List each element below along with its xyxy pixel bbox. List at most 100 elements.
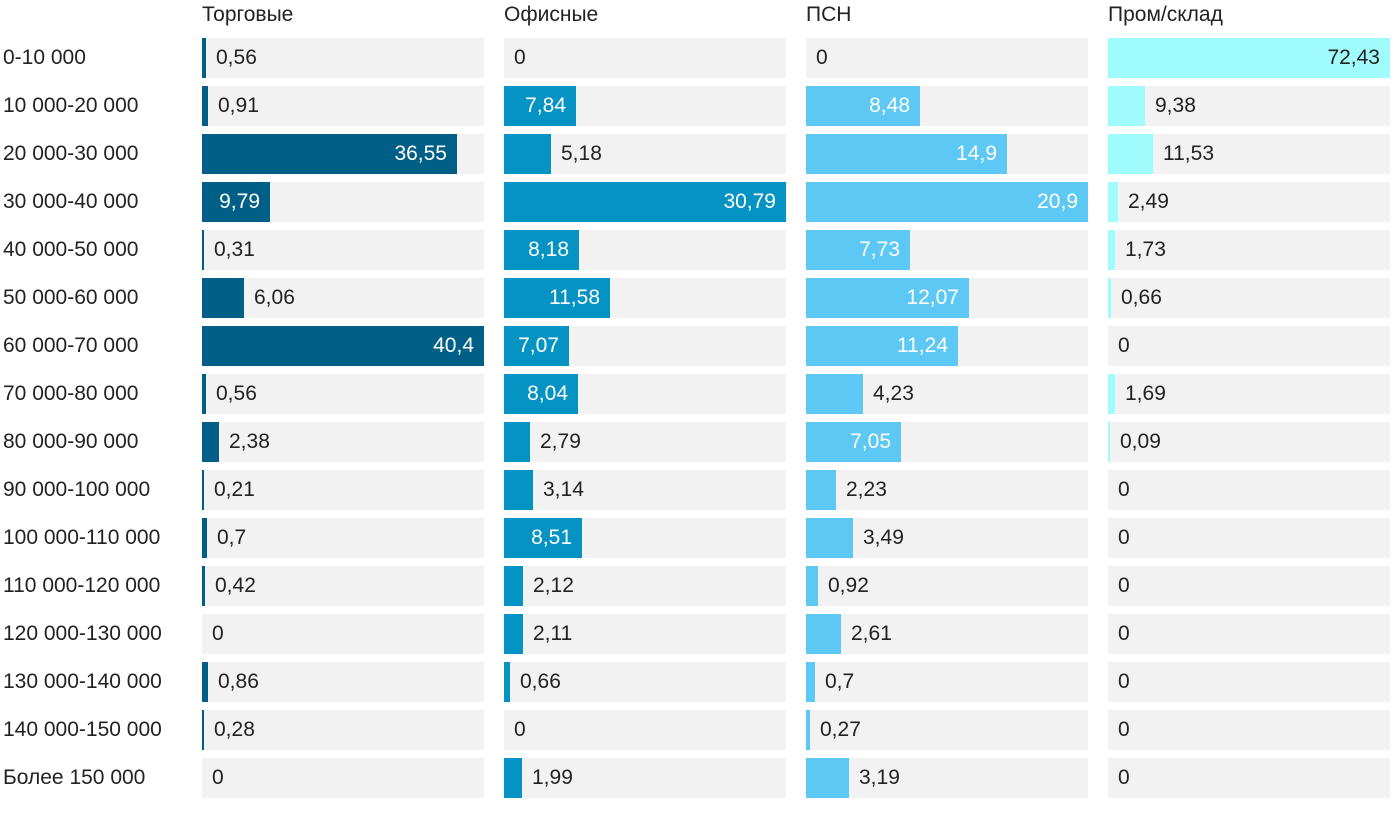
bar-track: 0 [1108, 566, 1390, 606]
bar [806, 614, 841, 654]
data-label: 2,11 [533, 622, 573, 645]
data-label: 0,7 [825, 670, 855, 693]
bar [806, 230, 910, 270]
bar [806, 566, 818, 606]
bar-track: 3,14 [504, 470, 786, 510]
bar-track: 7,05 [806, 422, 1088, 462]
bar [504, 278, 610, 318]
category-label: 40 000-50 000 [3, 238, 139, 261]
bar-track: 2,49 [1108, 182, 1390, 222]
category-label: 90 000-100 000 [3, 478, 151, 501]
data-label: 1,99 [532, 766, 573, 789]
bar-track: 14,9 [806, 134, 1088, 174]
data-label: 8,04 [527, 382, 568, 405]
bar [1108, 230, 1115, 270]
bar [202, 278, 244, 318]
bar [806, 422, 901, 462]
bar-track: 0,09 [1108, 422, 1390, 462]
bar-track: 1,73 [1108, 230, 1390, 270]
panel-title: ПСН [806, 3, 852, 26]
data-label: 7,84 [525, 94, 566, 117]
bar-track: 3,19 [806, 758, 1088, 798]
data-label: 0,91 [218, 94, 259, 117]
bar-track: 0,56 [202, 374, 484, 414]
data-label: 2,79 [540, 430, 581, 453]
bar-track: 0,66 [504, 662, 786, 702]
data-label: 0 [514, 718, 526, 741]
data-label: 7,07 [518, 334, 559, 357]
bar-track: 72,43 [1108, 38, 1390, 78]
bar-track: 11,58 [504, 278, 786, 318]
data-label: 11,24 [897, 334, 948, 357]
bar [806, 86, 920, 126]
data-label: 0,7 [217, 526, 247, 549]
bar [504, 518, 582, 558]
bar [806, 374, 863, 414]
panel-title: Офисные [504, 3, 599, 26]
data-label: 0,28 [214, 718, 255, 741]
bar-track: 36,55 [202, 134, 484, 174]
bar-track: 2,38 [202, 422, 484, 462]
data-label: 12,07 [906, 286, 959, 309]
bar-track: 2,23 [806, 470, 1088, 510]
bar-track: 0 [1108, 710, 1390, 750]
bar-track: 5,18 [504, 134, 786, 174]
bar [806, 470, 836, 510]
data-label: 2,61 [851, 622, 892, 645]
data-label: 9,79 [219, 190, 260, 213]
data-label: 0 [1118, 622, 1130, 645]
panel-title: Торговые [202, 3, 294, 26]
data-label: 7,73 [859, 238, 900, 261]
bar [806, 326, 958, 366]
bar [504, 566, 523, 606]
bar-track: 9,79 [202, 182, 484, 222]
data-label: 0,21 [214, 478, 255, 501]
data-label: 8,48 [869, 94, 910, 117]
data-label: 0 [514, 46, 526, 69]
bar-track: 0,27 [806, 710, 1088, 750]
bar-track: 0 [806, 38, 1088, 78]
bar-track: 0,31 [202, 230, 484, 270]
bar-track: 7,84 [504, 86, 786, 126]
data-label: 2,23 [846, 478, 887, 501]
category-label: 130 000-140 000 [3, 670, 162, 693]
data-label: 0 [1118, 574, 1130, 597]
data-label: 8,51 [531, 526, 572, 549]
bar [1108, 182, 1118, 222]
category-label: 70 000-80 000 [3, 382, 139, 405]
bar-track: 0 [1108, 614, 1390, 654]
bar-track: 0 [202, 758, 484, 798]
bar-track: 0,66 [1108, 278, 1390, 318]
bar [504, 134, 551, 174]
data-label: 0,66 [1121, 286, 1162, 309]
category-label: 50 000-60 000 [3, 286, 139, 309]
bar [806, 758, 849, 798]
bar-track: 30,79 [504, 182, 786, 222]
bar-track: 2,61 [806, 614, 1088, 654]
bar-track: 7,73 [806, 230, 1088, 270]
bar [202, 422, 219, 462]
bar [504, 470, 533, 510]
bar-track: 6,06 [202, 278, 484, 318]
data-label: 0,42 [215, 574, 256, 597]
bar [1108, 38, 1390, 78]
bar [806, 662, 815, 702]
bar [806, 134, 1007, 174]
bar-track: 0,92 [806, 566, 1088, 606]
data-label: 11,58 [549, 286, 600, 309]
data-label: 0 [816, 46, 828, 69]
bar [504, 614, 523, 654]
data-label: 5,18 [561, 142, 602, 165]
category-label: 0-10 000 [3, 46, 86, 69]
bar [202, 374, 206, 414]
bar [202, 326, 484, 366]
data-label: 6,06 [254, 286, 295, 309]
bar [1108, 86, 1145, 126]
data-label: 36,55 [394, 142, 447, 165]
panel-title: Пром/склад [1108, 3, 1223, 26]
bar [1108, 374, 1115, 414]
bar-track: 2,79 [504, 422, 786, 462]
data-label: 0 [212, 622, 224, 645]
data-label: 0,86 [218, 670, 259, 693]
bar-track: 0 [202, 614, 484, 654]
